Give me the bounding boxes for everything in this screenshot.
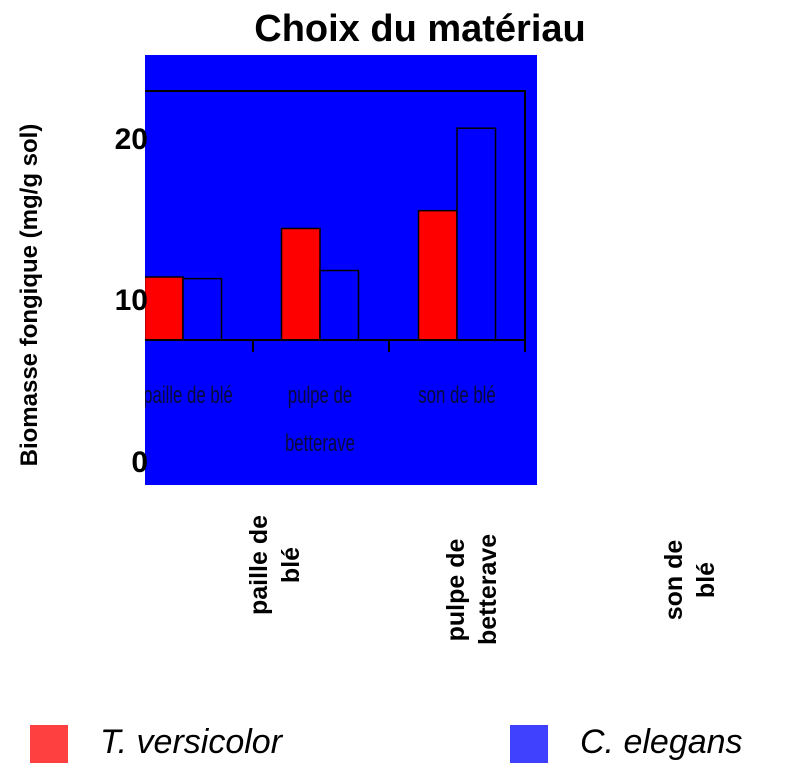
legend-label: T. versicolor xyxy=(100,723,283,761)
inner-category-label: paille de blé xyxy=(145,382,233,409)
legend-label: C. elegans xyxy=(580,723,743,761)
bar xyxy=(280,227,321,340)
x-tick-label: son de blé xyxy=(660,539,720,621)
x-tick-label: pulpe de betterave xyxy=(442,533,502,645)
legend-swatch xyxy=(30,725,68,763)
inner-axis: paille de blé pulpe de betterave son de bl… xyxy=(145,55,537,485)
chart-title: Choix du matériau xyxy=(254,8,586,50)
plot-frame xyxy=(145,90,526,352)
y-tick-label: 0 xyxy=(131,446,148,479)
y-tick-label: 20 xyxy=(114,122,148,156)
x-tick-label: paille de blé xyxy=(245,514,305,616)
bar xyxy=(182,277,223,340)
bar xyxy=(145,276,184,340)
y-tick-label: 10 xyxy=(114,284,148,318)
bar xyxy=(417,209,458,340)
inner-category-label: son de blé xyxy=(418,382,496,409)
y-axis-label: Biomasse fongique (mg/g sol) xyxy=(16,123,43,467)
legend-swatch xyxy=(510,725,548,763)
inner-category-label: pulpe de betterave xyxy=(284,382,356,457)
bar xyxy=(319,269,360,340)
bar xyxy=(456,127,497,340)
